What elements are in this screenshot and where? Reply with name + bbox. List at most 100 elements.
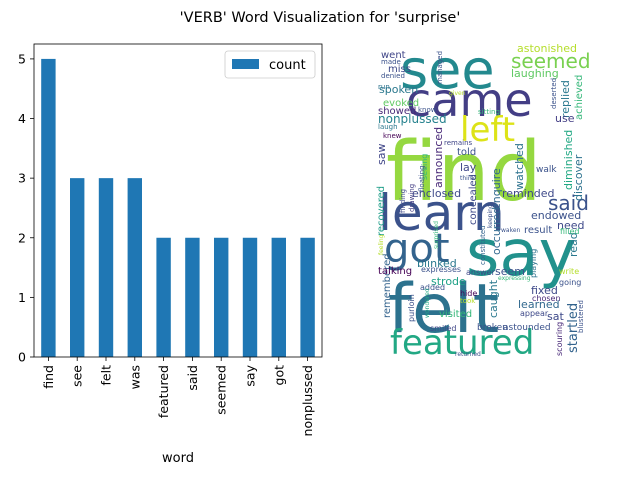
wordcloud-word: floating xyxy=(418,165,426,192)
wordcloud-word: watched xyxy=(513,143,526,190)
wordcloud-word: learn xyxy=(378,184,505,242)
wordcloud-word: occurred xyxy=(490,207,503,255)
y-tick-label: 4 xyxy=(18,111,26,126)
wordcloud-word: blustered xyxy=(577,300,585,333)
wordcloud-word: lay xyxy=(460,161,477,174)
wordcloud-word: announced xyxy=(432,127,445,188)
wordcloud-word: featured xyxy=(390,323,534,363)
x-tick-label: felt xyxy=(99,365,114,386)
bars xyxy=(41,58,315,358)
wordcloud-word: blinked xyxy=(417,257,457,270)
bar-nonplussed xyxy=(300,237,315,357)
wordcloud-word: enclosed xyxy=(412,187,461,200)
wordcloud-word: sat xyxy=(547,310,564,323)
wordcloud-word: expresses xyxy=(421,265,461,274)
x-axis-ticks: find see felt was featured said seemed say got no… xyxy=(41,357,315,436)
wordcloud-word: deserted xyxy=(550,78,558,109)
wordcloud-word: find xyxy=(386,125,542,220)
wordcloud-word: recovered xyxy=(376,186,387,236)
wordcloud-word: discover xyxy=(572,154,585,201)
legend-frame xyxy=(224,50,316,79)
wordcloud-word: sitting xyxy=(478,108,500,116)
wordcloud-word: managed xyxy=(436,51,444,84)
wordcloud-word: seeing xyxy=(420,154,429,180)
wordcloud-word: know xyxy=(418,106,437,114)
bar-find xyxy=(41,58,56,358)
wordcloud-word: finding xyxy=(399,189,407,213)
wordcloud-word: left xyxy=(460,110,515,150)
wordcloud-word: got xyxy=(384,226,450,272)
bar-say xyxy=(242,237,258,357)
x-tick-label: was xyxy=(127,365,142,389)
y-tick-label: 1 xyxy=(18,290,26,305)
wordcloud-word: learned xyxy=(518,298,560,311)
wordcloud-word: wondered xyxy=(424,288,431,318)
wordcloud-word: constituted xyxy=(479,225,487,265)
wordcloud-word: showed xyxy=(378,106,416,117)
bar-got xyxy=(271,237,286,357)
legend-swatch xyxy=(232,59,259,69)
wordcloud-word: appear xyxy=(520,309,549,318)
wordcloud-word: denied xyxy=(381,72,405,80)
wordcloud-word: strode xyxy=(431,275,466,288)
y-tick-label: 3 xyxy=(18,171,26,186)
x-tick-label: got xyxy=(271,365,286,386)
y-tick-label: 5 xyxy=(18,51,26,66)
wordcloud-word: caught xyxy=(487,279,500,318)
wordcloud-word: broken xyxy=(477,323,508,333)
wordcloud-word: result xyxy=(524,225,552,236)
wordcloud-word: keeping xyxy=(487,204,494,228)
wordcloud-word: waken xyxy=(501,227,521,234)
bar-see xyxy=(70,178,85,357)
x-tick-label: seemed xyxy=(214,365,229,415)
wordcloud-word: reminded xyxy=(502,187,555,200)
x-axis-label: word xyxy=(162,451,194,466)
wordcloud-word: chosen xyxy=(532,294,561,303)
wordcloud-word: seem xyxy=(495,265,525,278)
y-tick-label: 0 xyxy=(18,350,26,365)
wordcloud-word: told xyxy=(457,147,476,158)
wordcloud-word: startled xyxy=(566,303,581,353)
wordcloud-word: going xyxy=(559,278,581,287)
wordcloud-word: endowed xyxy=(531,209,581,222)
wordcloud-word: scouring xyxy=(555,322,564,356)
x-tick-label: say xyxy=(243,364,258,386)
wordcloud-word: diminished xyxy=(562,130,575,190)
wordcloud-word: said xyxy=(548,191,589,215)
wordcloud-word: nonplussed xyxy=(378,112,447,126)
x-tick-label: featured xyxy=(156,365,171,418)
wordcloud-word: replied xyxy=(559,80,572,118)
wordcloud-word: run xyxy=(378,83,390,91)
wordcloud-word: came xyxy=(406,73,533,127)
wordcloud-word: evoked xyxy=(383,98,419,109)
figure-title: 'VERB' Word Visualization for 'surprise' xyxy=(180,10,461,26)
wordcloud-word: remains xyxy=(444,139,473,147)
wordcloud-word: miss xyxy=(388,64,411,75)
bar-seemed xyxy=(214,237,229,357)
wordcloud-word: say xyxy=(466,217,576,291)
wordcloud-word: felt xyxy=(388,270,499,349)
wordcloud-word: visited xyxy=(439,309,472,320)
wordcloud-word: astonished xyxy=(517,42,577,55)
wordcloud-word: talking xyxy=(378,266,412,277)
x-tick-label: see xyxy=(70,365,85,387)
wordcloud-word: drawing xyxy=(408,184,416,212)
wordcloud-word: saw xyxy=(375,144,388,165)
y-tick-label: 2 xyxy=(18,230,26,245)
x-tick-label: said xyxy=(185,365,200,391)
wordcloud-word: smiled xyxy=(430,324,456,333)
wordcloud-word: concealed xyxy=(468,174,479,225)
wordcloud-word: took xyxy=(460,297,476,305)
wordcloud-word: expressing xyxy=(498,275,531,282)
y-axis-ticks: 0 1 2 3 4 5 xyxy=(18,51,34,365)
wordcloud-word: astounded xyxy=(503,323,551,333)
wordcloud-word: think xyxy=(460,175,476,182)
wordcloud-word: added xyxy=(420,283,445,292)
wordcloud-word: purloin xyxy=(407,294,416,322)
wordcloud-word: walk xyxy=(536,165,557,175)
wordcloud-word: made xyxy=(381,58,401,66)
wordcloud-word: enquire xyxy=(490,168,503,210)
legend: count xyxy=(224,50,316,79)
wordcloud-word: seemed xyxy=(511,49,591,73)
